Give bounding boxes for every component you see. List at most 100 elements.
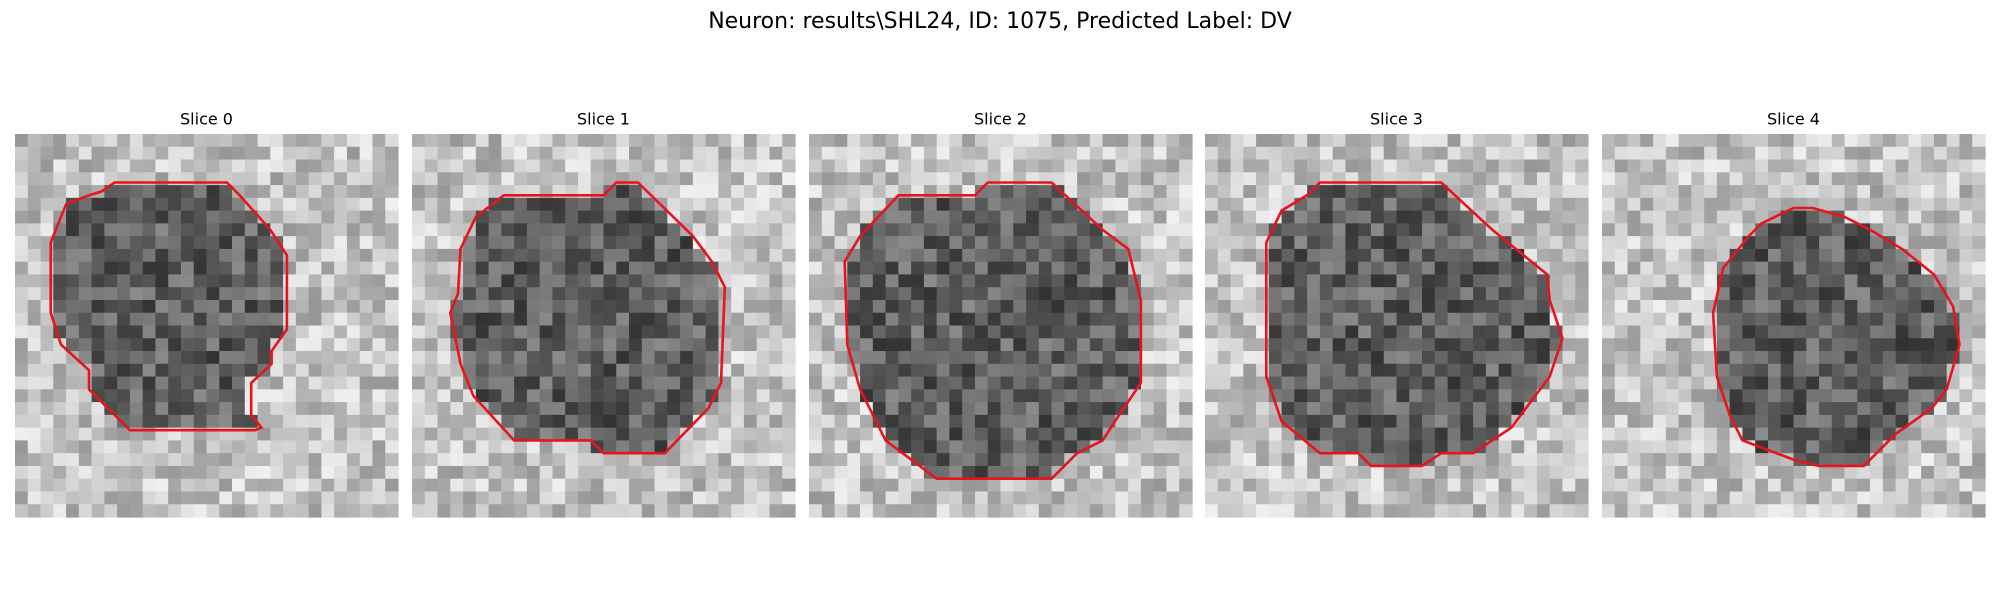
pixel — [1921, 338, 1935, 352]
pixel — [629, 440, 643, 454]
pixel — [987, 210, 1002, 224]
pixel — [283, 134, 297, 148]
pixel — [168, 478, 182, 493]
pixel — [1498, 287, 1512, 301]
pixel — [577, 427, 592, 441]
pixel — [1972, 274, 1986, 288]
pixel — [1026, 312, 1040, 327]
pixel — [501, 146, 515, 161]
pixel — [743, 376, 758, 390]
pixel — [1115, 159, 1129, 173]
pixel — [1294, 172, 1308, 186]
pixel — [1179, 274, 1193, 288]
pixel — [257, 197, 271, 212]
pixel — [539, 134, 554, 148]
pixel — [359, 465, 374, 480]
pixel — [1831, 223, 1846, 237]
pixel — [1767, 478, 1782, 493]
pixel — [40, 453, 54, 467]
pixel — [1370, 299, 1385, 314]
pixel — [1665, 223, 1680, 237]
pixel — [1575, 261, 1589, 276]
pixel — [1602, 287, 1616, 301]
pixel — [1422, 159, 1436, 173]
pixel — [1128, 236, 1142, 250]
pixel — [1179, 197, 1193, 212]
pixel — [1921, 134, 1935, 148]
pixel — [860, 325, 874, 339]
pixel — [257, 325, 271, 339]
pixel — [821, 363, 836, 378]
pixel — [1115, 440, 1129, 454]
pixel — [1704, 134, 1718, 148]
pixel — [232, 146, 246, 161]
pixel — [923, 427, 938, 441]
pixel — [885, 338, 899, 352]
pixel — [168, 210, 182, 224]
pixel — [424, 440, 439, 454]
pixel — [117, 414, 131, 429]
pixel — [180, 402, 195, 416]
pixel — [987, 363, 1002, 378]
pixel — [860, 414, 874, 429]
pixel — [15, 261, 29, 276]
pixel — [1614, 351, 1629, 365]
pixel — [1153, 172, 1168, 186]
pixel — [193, 185, 208, 199]
pixel — [577, 478, 592, 493]
pixel — [104, 248, 118, 263]
pixel — [565, 312, 579, 327]
pixel — [206, 414, 220, 429]
pixel — [180, 453, 195, 467]
pixel — [1434, 338, 1449, 352]
pixel — [1140, 465, 1155, 480]
pixel — [885, 325, 899, 339]
pixel — [1013, 325, 1027, 339]
pixel — [872, 172, 887, 186]
pixel — [1434, 274, 1449, 288]
pixel — [654, 478, 668, 493]
pixel — [1691, 299, 1705, 314]
pixel — [53, 440, 67, 454]
pixel — [962, 351, 976, 365]
pixel — [552, 197, 566, 212]
pixel — [1640, 223, 1654, 237]
pixel — [1319, 389, 1334, 403]
pixel — [321, 248, 335, 263]
pixel — [1153, 440, 1168, 454]
pixel — [1064, 389, 1078, 403]
pixel — [321, 504, 335, 518]
pixel — [923, 287, 938, 301]
pixel — [1383, 363, 1398, 378]
pixel — [1038, 325, 1053, 339]
pixel — [66, 312, 80, 327]
pixel — [1460, 236, 1474, 250]
pixel — [552, 172, 566, 186]
pixel — [488, 376, 502, 390]
pixel — [1524, 504, 1538, 518]
pixel — [1831, 376, 1846, 390]
pixel — [834, 197, 848, 212]
pixel — [1128, 491, 1142, 505]
pixel — [66, 159, 80, 173]
pixel — [1511, 478, 1525, 493]
pixel — [1307, 402, 1321, 416]
pixel — [488, 159, 502, 173]
pixel — [936, 491, 951, 505]
pixel — [885, 287, 899, 301]
pixel — [142, 223, 157, 237]
pixel — [270, 197, 284, 212]
pixel — [1602, 491, 1616, 505]
pixel — [962, 325, 976, 339]
pixel — [590, 223, 605, 237]
pixel — [1831, 363, 1846, 378]
pixel — [168, 287, 182, 301]
pixel — [308, 299, 322, 314]
pixel — [1895, 274, 1909, 288]
pixel — [1933, 261, 1948, 276]
pixel — [1921, 223, 1935, 237]
pixel — [834, 491, 848, 505]
pixel — [1294, 478, 1308, 493]
pixel — [743, 146, 758, 161]
pixel — [1640, 351, 1654, 365]
